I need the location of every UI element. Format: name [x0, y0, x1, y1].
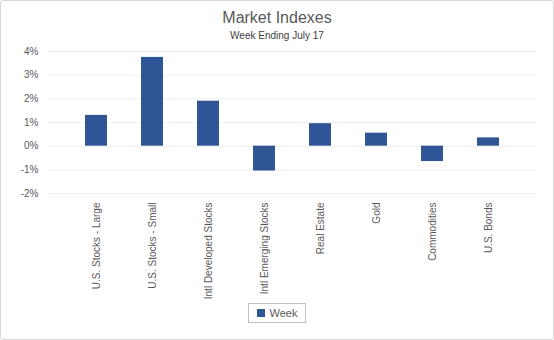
html-text:Week Ending July 17: Week Ending July 17: [230, 30, 324, 41]
svg-text:Real Estate: Real Estate: [315, 202, 326, 254]
svg-text:Intl Emerging Stocks: Intl Emerging Stocks: [259, 203, 270, 295]
svg-text:Commodities: Commodities: [427, 203, 438, 261]
svg-text:4%: 4%: [24, 46, 39, 57]
svg-text:3%: 3%: [24, 69, 39, 80]
svg-text:1%: 1%: [24, 117, 39, 128]
svg-text:U.S. Bonds: U.S. Bonds: [483, 203, 494, 254]
svg-text:0%: 0%: [24, 140, 39, 151]
html-text:Week: Week: [269, 307, 298, 319]
svg-text:-1%: -1%: [21, 164, 39, 175]
svg-text:2%: 2%: [24, 93, 39, 104]
svg-text:Gold: Gold: [371, 203, 382, 224]
html-text:Market Indexes: Market Indexes: [222, 9, 332, 26]
svg-text:-2%: -2%: [21, 188, 39, 199]
svg-text:U.S. Stocks - Small: U.S. Stocks - Small: [147, 203, 158, 289]
svg-text:Intl Developed Stocks: Intl Developed Stocks: [203, 203, 214, 300]
svg-text:U.S. Stocks - Large: U.S. Stocks - Large: [91, 202, 102, 289]
